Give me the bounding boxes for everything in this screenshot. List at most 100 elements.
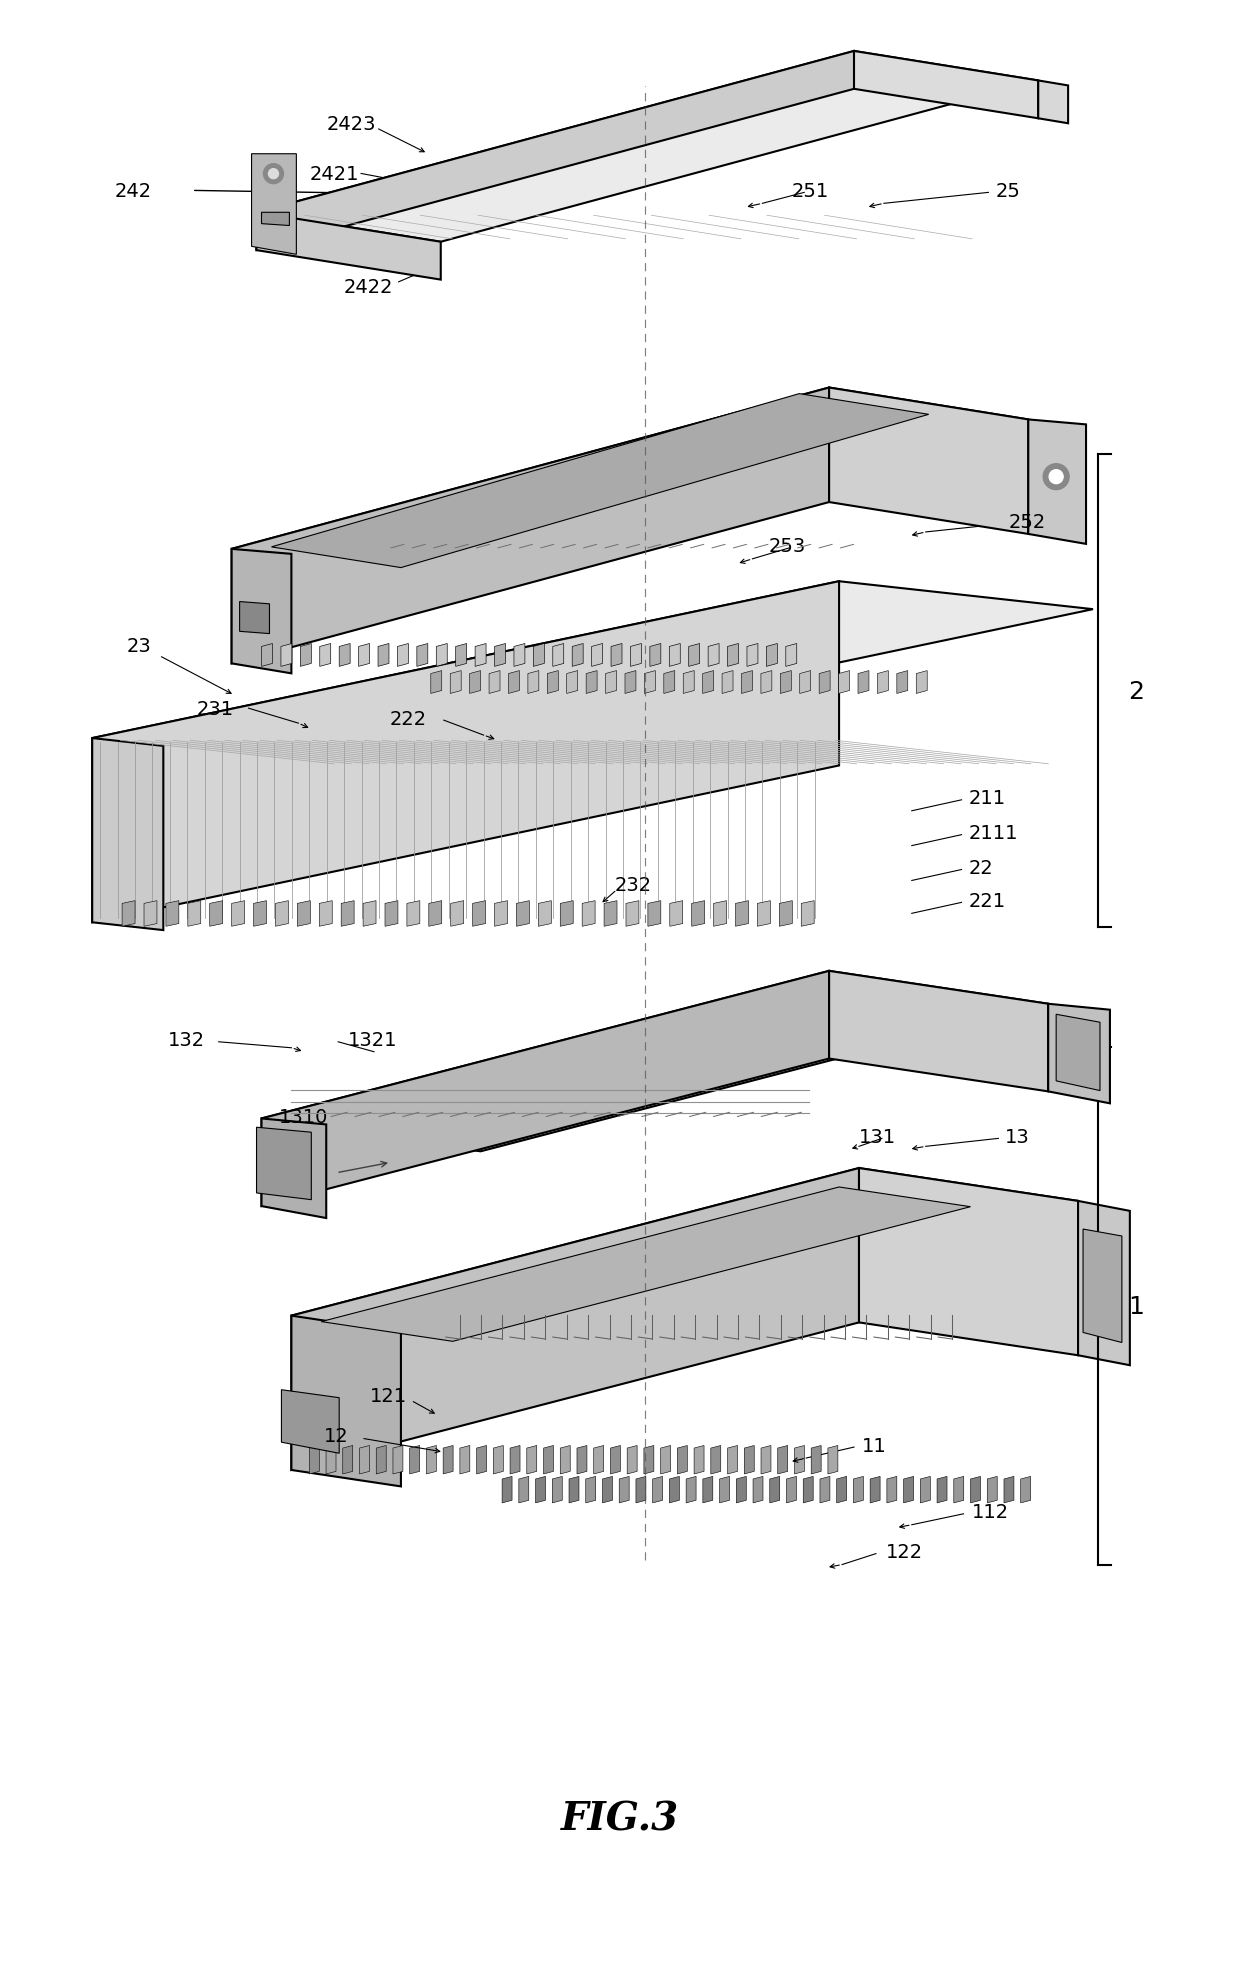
Polygon shape [275,902,289,928]
Polygon shape [887,1477,897,1502]
Polygon shape [677,1445,687,1475]
Polygon shape [954,1477,963,1502]
Text: 2423: 2423 [326,115,376,135]
Polygon shape [300,644,311,668]
Polygon shape [309,1445,319,1475]
Text: 1310: 1310 [279,1108,329,1126]
Polygon shape [253,902,267,928]
Polygon shape [804,1477,813,1502]
Polygon shape [1078,1201,1130,1366]
Polygon shape [770,1477,780,1502]
Polygon shape [636,1477,646,1502]
Text: 2420: 2420 [254,234,303,254]
Polygon shape [298,902,310,928]
Polygon shape [92,583,1092,767]
Polygon shape [358,644,370,668]
Text: 221: 221 [968,892,1006,910]
Polygon shape [443,1445,453,1475]
Polygon shape [1056,1015,1100,1090]
Polygon shape [830,971,1048,1092]
Polygon shape [820,672,830,694]
Polygon shape [340,644,350,668]
Polygon shape [326,1445,336,1475]
Polygon shape [663,672,675,694]
Polygon shape [553,644,564,668]
Polygon shape [694,1445,704,1475]
Polygon shape [777,1445,787,1475]
Polygon shape [378,644,389,668]
Polygon shape [533,644,544,668]
Polygon shape [766,644,777,668]
Polygon shape [450,672,461,694]
Text: 2421: 2421 [310,165,358,184]
Polygon shape [560,1445,570,1475]
Polygon shape [830,388,1028,535]
Polygon shape [1048,1005,1110,1104]
Polygon shape [920,1477,930,1502]
Text: 131: 131 [859,1128,895,1146]
Text: 2422: 2422 [343,277,393,297]
Polygon shape [262,971,1048,1152]
Polygon shape [455,644,466,668]
Polygon shape [291,1316,401,1486]
Polygon shape [232,902,244,928]
Polygon shape [670,644,681,668]
Polygon shape [837,1477,847,1502]
Polygon shape [536,1477,546,1502]
Polygon shape [516,902,529,928]
Polygon shape [735,902,749,928]
Polygon shape [594,1445,604,1475]
Polygon shape [1028,420,1086,545]
Polygon shape [393,1445,403,1475]
Polygon shape [692,902,704,928]
Text: 252: 252 [1008,513,1045,533]
Polygon shape [257,52,854,252]
Polygon shape [630,644,641,668]
Polygon shape [853,1477,863,1502]
Text: 253: 253 [769,537,806,557]
Polygon shape [1021,1477,1030,1502]
Polygon shape [430,672,441,694]
Text: 242: 242 [115,182,153,200]
Circle shape [1049,470,1063,484]
Polygon shape [429,902,441,928]
Polygon shape [560,902,573,928]
Text: 132: 132 [167,1031,205,1050]
Polygon shape [722,672,733,694]
Polygon shape [587,672,598,694]
Polygon shape [604,902,618,928]
Polygon shape [627,1445,637,1475]
Polygon shape [708,644,719,668]
Polygon shape [281,644,291,668]
Polygon shape [538,902,552,928]
Text: 25: 25 [996,182,1021,200]
Polygon shape [780,672,791,694]
Polygon shape [476,1445,486,1475]
Polygon shape [737,1477,746,1502]
Polygon shape [272,394,929,569]
Text: 1: 1 [1128,1294,1143,1318]
Polygon shape [257,52,1038,242]
Polygon shape [508,672,520,694]
Polygon shape [257,214,440,281]
Polygon shape [670,1477,680,1502]
Polygon shape [450,902,464,928]
Polygon shape [92,739,164,932]
Polygon shape [688,644,699,668]
Polygon shape [262,1120,326,1219]
Polygon shape [528,672,539,694]
Polygon shape [838,672,849,694]
Polygon shape [645,672,656,694]
Polygon shape [232,388,830,664]
Polygon shape [495,644,506,668]
Polygon shape [625,672,636,694]
Circle shape [1043,464,1069,490]
Polygon shape [647,902,661,928]
Circle shape [264,165,284,184]
Polygon shape [758,902,770,928]
Polygon shape [582,902,595,928]
Polygon shape [510,1445,520,1475]
Polygon shape [779,902,792,928]
Polygon shape [916,672,928,694]
Polygon shape [1004,1477,1014,1502]
